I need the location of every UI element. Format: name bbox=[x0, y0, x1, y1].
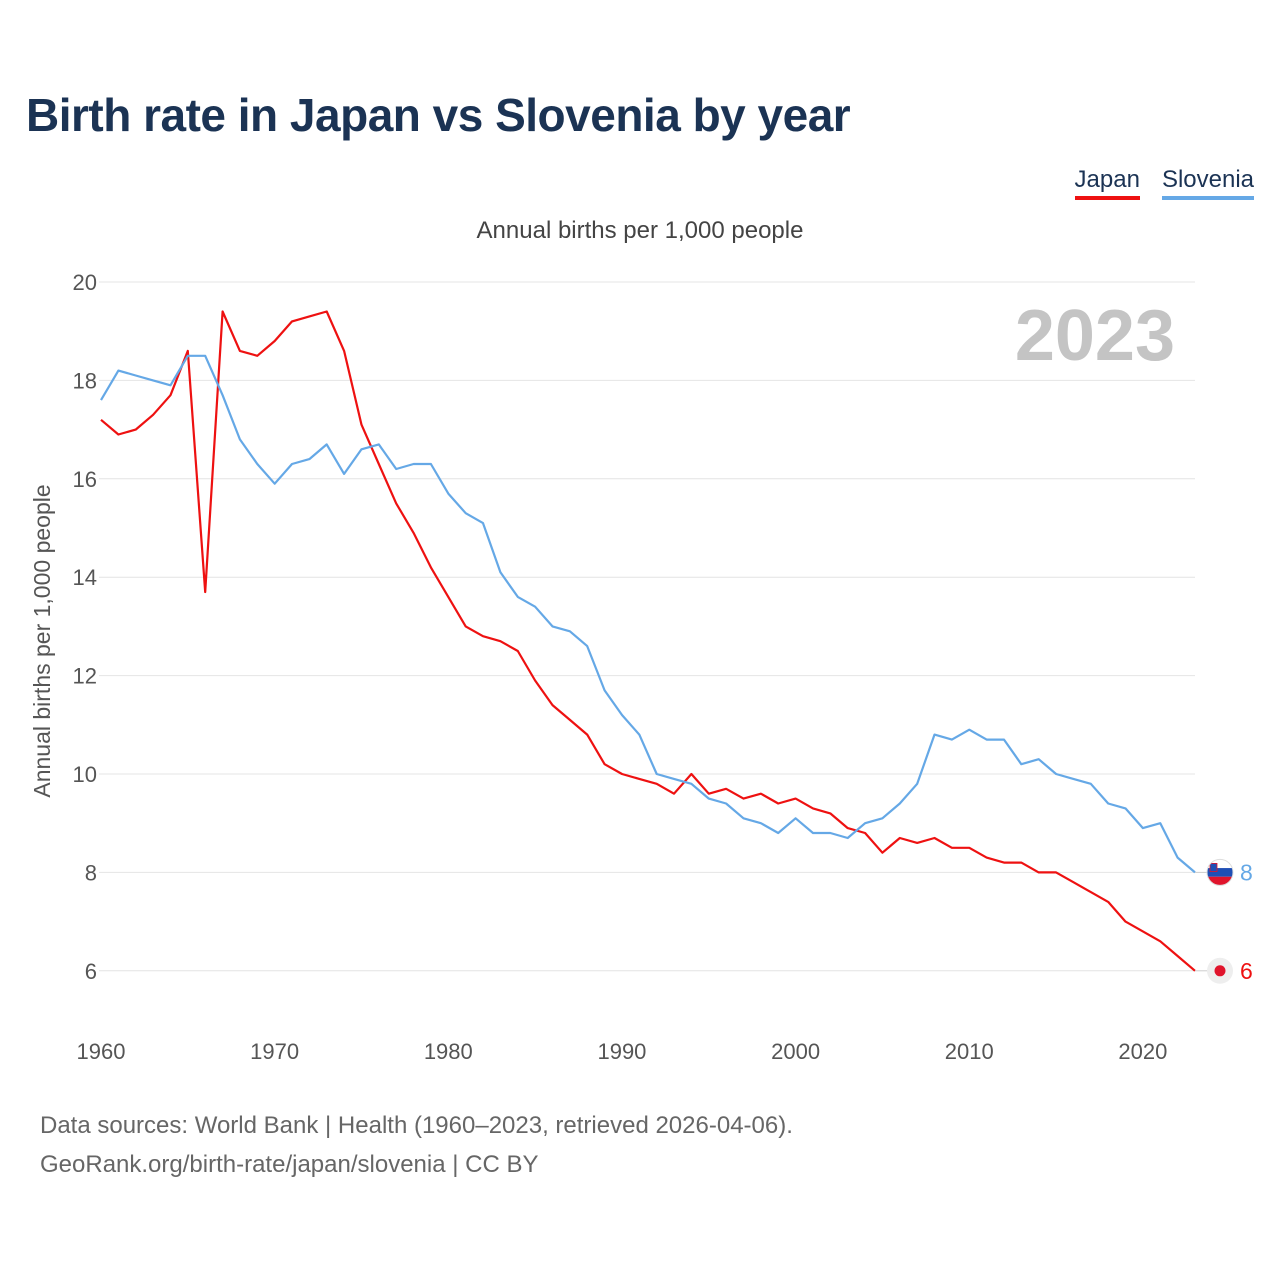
x-axis-ticks: 1960 1970 1980 1990 2000 2010 2020 bbox=[77, 1039, 1168, 1064]
x-tick-label: 1970 bbox=[250, 1039, 299, 1064]
y-tick-label: 20 bbox=[73, 270, 97, 295]
chart-title: Birth rate in Japan vs Slovenia by year bbox=[26, 89, 851, 141]
end-value-label: 6 bbox=[1240, 958, 1253, 984]
x-tick-label: 2020 bbox=[1118, 1039, 1167, 1064]
gridlines bbox=[99, 281, 1195, 972]
attribution: GeoRank.org/birth-rate/japan/slovenia | … bbox=[40, 1151, 539, 1178]
y-axis-ticks: 6 8 10 12 14 16 18 20 bbox=[73, 270, 97, 984]
x-tick-label: 1990 bbox=[597, 1039, 646, 1064]
japan-flag-icon bbox=[1207, 957, 1233, 984]
year-label: 2023 bbox=[1015, 296, 1175, 376]
x-tick-label: 2010 bbox=[945, 1039, 994, 1064]
x-tick-label: 2000 bbox=[771, 1039, 820, 1064]
end-markers: 68 bbox=[1195, 858, 1253, 984]
legend: Japan Slovenia bbox=[1074, 166, 1254, 200]
slovenia-flag-icon bbox=[1206, 858, 1234, 886]
y-tick-label: 8 bbox=[85, 860, 97, 885]
y-tick-label: 16 bbox=[73, 467, 97, 492]
chart-subtitle: Annual births per 1,000 people bbox=[476, 217, 804, 244]
series-line-japan[interactable] bbox=[100, 310, 1196, 972]
series-lines bbox=[100, 310, 1196, 972]
end-value-label: 8 bbox=[1240, 859, 1253, 885]
legend-item-slovenia[interactable]: Slovenia bbox=[1161, 166, 1254, 200]
x-tick-label: 1980 bbox=[424, 1039, 473, 1064]
x-tick-label: 1960 bbox=[77, 1039, 126, 1064]
source-note: Data sources: World Bank | Health (1960–… bbox=[40, 1112, 793, 1139]
y-axis-label: Annual births per 1,000 people bbox=[29, 484, 55, 797]
series-line-slovenia[interactable] bbox=[100, 354, 1196, 874]
y-tick-label: 10 bbox=[73, 762, 97, 787]
legend-item-japan[interactable]: Japan bbox=[1074, 166, 1140, 200]
y-tick-label: 12 bbox=[73, 664, 97, 689]
y-tick-label: 14 bbox=[73, 565, 97, 590]
y-tick-label: 18 bbox=[73, 368, 97, 393]
y-tick-label: 6 bbox=[85, 959, 97, 984]
footer: Data sources: World Bank | Health (1960–… bbox=[40, 1106, 793, 1184]
